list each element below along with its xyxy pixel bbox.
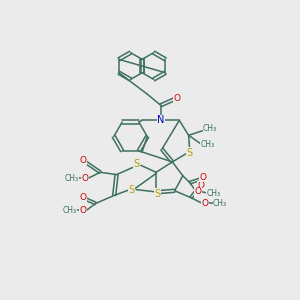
Text: CH₃: CH₃ [201, 140, 215, 149]
Text: O: O [173, 94, 181, 103]
Text: O: O [79, 193, 86, 202]
Text: S: S [187, 148, 193, 158]
Text: CH₃: CH₃ [62, 206, 76, 215]
Text: O: O [79, 155, 86, 164]
Text: O: O [198, 181, 205, 190]
Text: O: O [202, 199, 209, 208]
Text: O: O [82, 174, 89, 183]
Text: S: S [133, 159, 140, 169]
Text: N: N [157, 115, 164, 125]
Text: S: S [129, 184, 135, 195]
Text: O: O [199, 173, 206, 182]
Text: CH₃: CH₃ [207, 189, 221, 198]
Text: CH₃: CH₃ [213, 199, 227, 208]
Text: O: O [79, 206, 86, 215]
Text: CH₃: CH₃ [203, 124, 217, 134]
Text: CH₃: CH₃ [65, 174, 79, 183]
Text: O: O [194, 188, 201, 196]
Text: S: S [154, 189, 160, 199]
